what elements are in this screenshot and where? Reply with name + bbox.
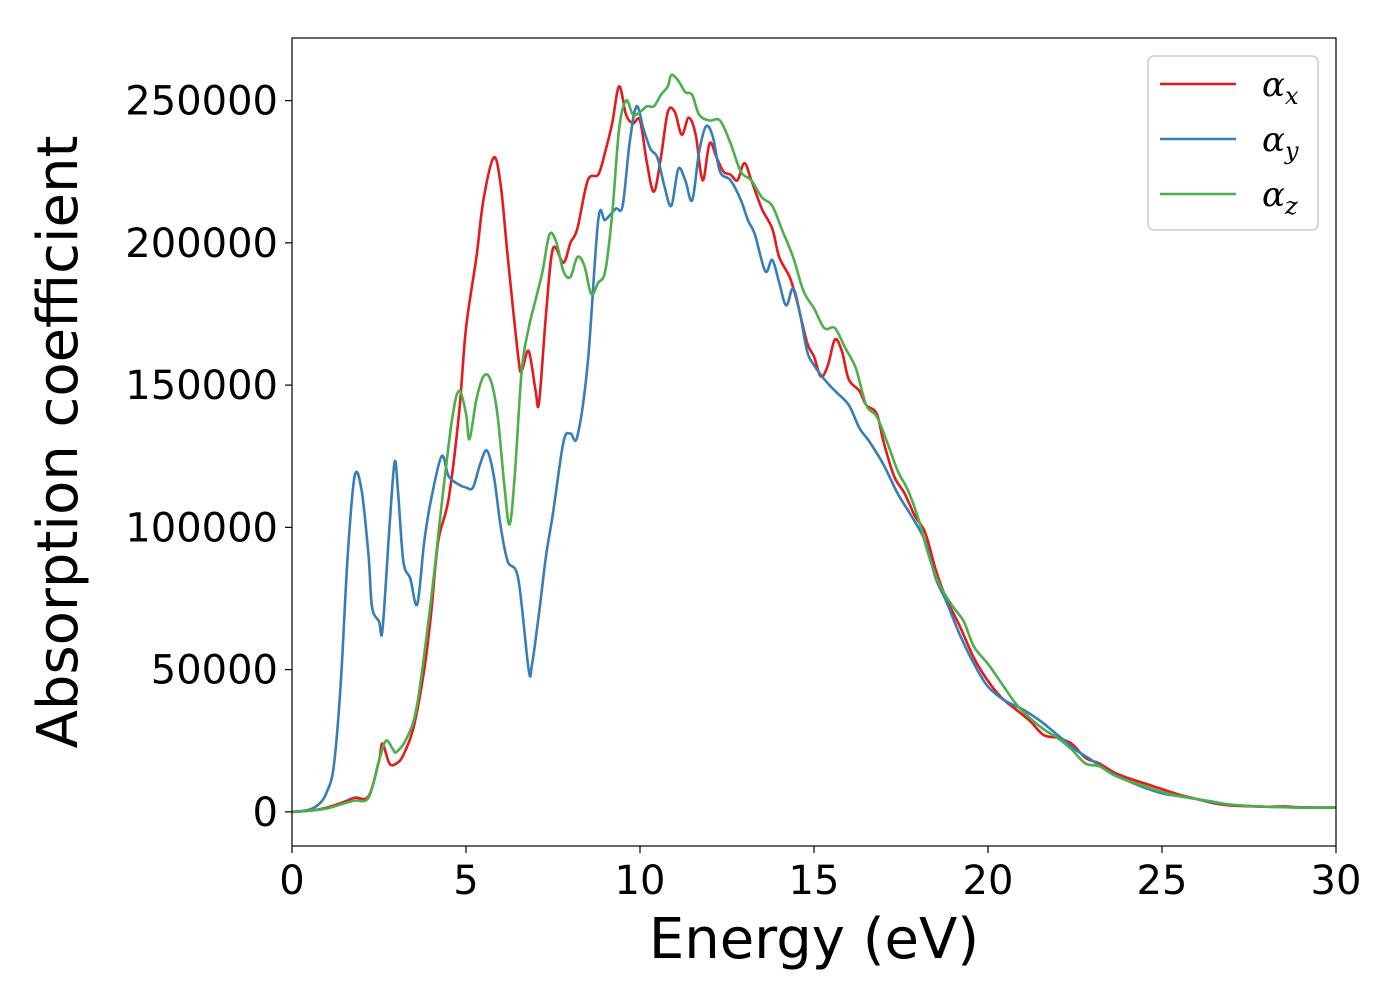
legend-box	[1147, 55, 1319, 231]
series-line-z	[292, 73, 1336, 814]
x-axis-label: Energy (eV)	[649, 907, 979, 972]
y-tick-label: 100000	[125, 505, 278, 551]
x-tick-label: 0	[279, 858, 304, 904]
x-tick-label: 10	[615, 858, 666, 904]
legend: αx αy αz	[1147, 55, 1319, 231]
y-tick-label: 0	[253, 790, 278, 836]
x-tick-label: 25	[1137, 858, 1188, 904]
y-tick-label: 150000	[125, 363, 278, 409]
series-layer	[292, 73, 1336, 814]
series-line-x	[292, 85, 1336, 814]
x-tick-label: 5	[453, 858, 478, 904]
x-tick-label: 30	[1311, 858, 1362, 904]
y-tick-label: 50000	[151, 648, 278, 694]
y-tick-label: 250000	[125, 79, 278, 125]
series-line-y	[292, 104, 1336, 814]
x-tick-label: 20	[963, 858, 1014, 904]
legend-label-x: αx	[1262, 65, 1299, 110]
y-axis-label: Absorption coefficient	[26, 136, 91, 749]
y-tick-label: 200000	[125, 221, 278, 267]
x-axis-ticks: 0 5 10 15 20 25 30	[279, 846, 1361, 904]
legend-label-y: αy	[1262, 120, 1299, 165]
y-axis-ticks: 0 50000 100000 150000 200000 250000	[125, 79, 292, 836]
x-tick-label: 15	[789, 858, 840, 904]
legend-label-z: αz	[1262, 175, 1298, 220]
